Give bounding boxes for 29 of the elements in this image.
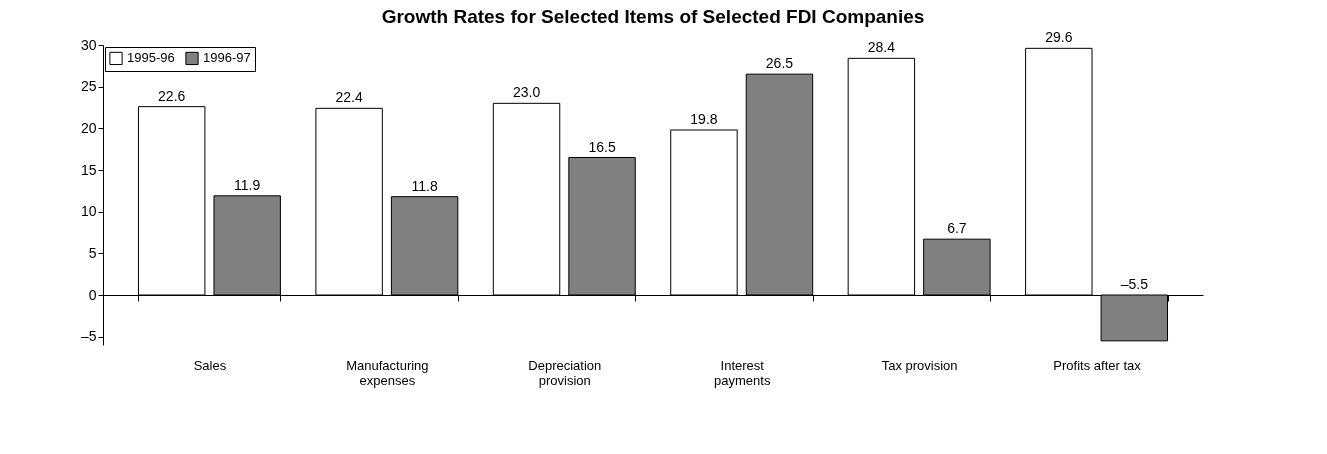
y-tick-label: 5 bbox=[88, 244, 97, 261]
legend-label: 1995-96 bbox=[127, 50, 175, 66]
data-label: 22.4 bbox=[335, 89, 363, 106]
data-label: 26.5 bbox=[765, 55, 794, 72]
data-label: 11.8 bbox=[411, 177, 438, 194]
data-label: –5.5 bbox=[1120, 276, 1149, 292]
x-tick-label: Depreciation provision bbox=[528, 357, 602, 388]
x-tick-label: Sales bbox=[193, 357, 227, 373]
data-label: 6.7 bbox=[947, 220, 967, 237]
legend-label: 1996-97 bbox=[203, 50, 251, 66]
x-tick-label: Manufacturing expenses bbox=[346, 357, 429, 388]
y-tick-label: 20 bbox=[80, 119, 97, 136]
y-tick-label: 15 bbox=[80, 161, 97, 178]
data-label: 28.4 bbox=[867, 39, 896, 56]
y-tick-label: 10 bbox=[80, 203, 97, 220]
data-label: 16.5 bbox=[588, 138, 616, 155]
data-label: 22.6 bbox=[158, 87, 186, 104]
data-label: 23.0 bbox=[512, 84, 541, 101]
y-tick-label: –5 bbox=[80, 328, 97, 345]
y-tick-label: 25 bbox=[80, 78, 97, 95]
x-tick-label: Interest payments bbox=[714, 357, 771, 388]
data-label: 19.8 bbox=[690, 111, 718, 127]
y-tick-label: 30 bbox=[80, 36, 97, 53]
y-tick-label: 0 bbox=[88, 286, 97, 303]
chart-title: Growth Rates for Selected Items of Selected FDI Companies bbox=[381, 6, 925, 28]
data-label: 11.9 bbox=[234, 176, 261, 193]
x-tick-label: Tax provision bbox=[881, 357, 958, 373]
x-tick-label: Profits after tax bbox=[1053, 357, 1142, 373]
data-label: 29.6 bbox=[1045, 29, 1073, 46]
